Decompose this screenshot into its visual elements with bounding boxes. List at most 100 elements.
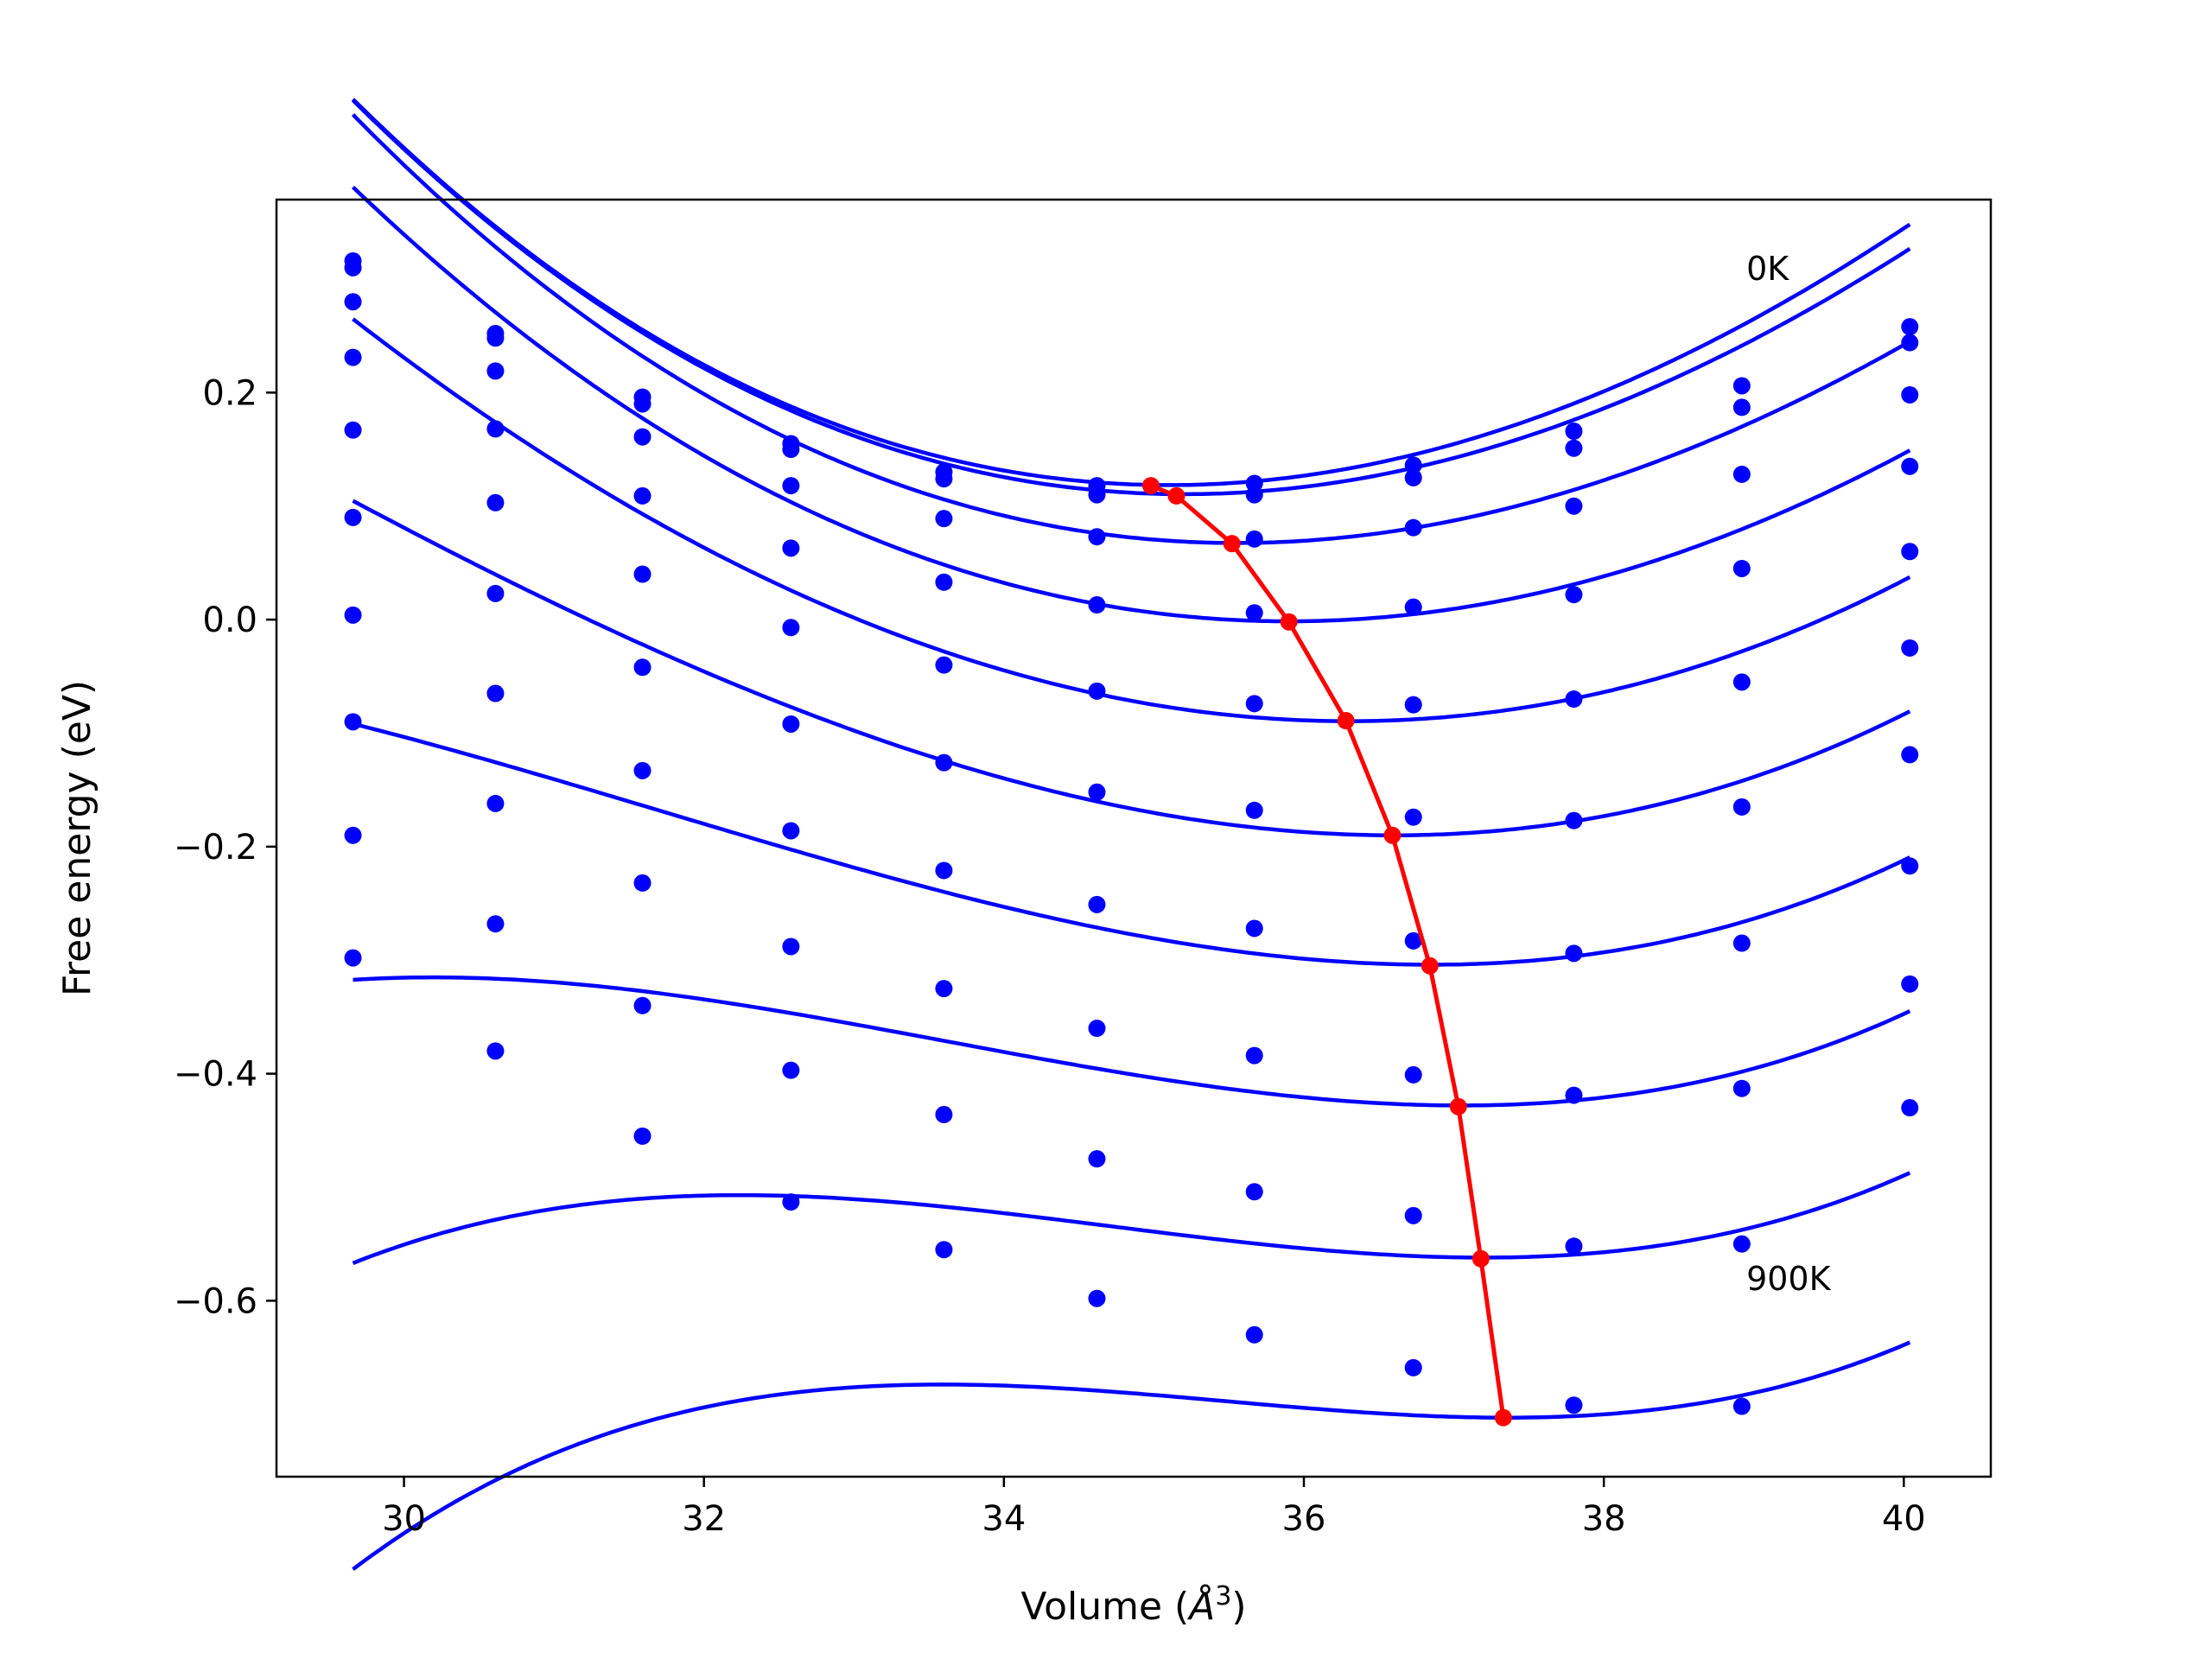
data-point [1732, 1079, 1751, 1097]
plot-frame [275, 198, 1993, 1478]
data-point [1088, 1150, 1106, 1168]
data-point [782, 477, 800, 495]
data-point [1901, 746, 1919, 764]
fit-curve [351, 99, 1911, 497]
data-point [1565, 811, 1583, 830]
data-point [1404, 1358, 1422, 1376]
data-point [782, 539, 800, 557]
data-point [935, 1241, 953, 1259]
fit-curve [352, 317, 1911, 723]
data-point [486, 362, 505, 380]
data-point [1088, 895, 1106, 913]
series-layer [344, 98, 1919, 1572]
data-point [633, 395, 652, 413]
data-point [1732, 673, 1751, 691]
data-point [935, 753, 953, 772]
data-point [1404, 468, 1422, 486]
data-point [935, 573, 953, 591]
fit-curve [351, 98, 1911, 487]
data-point [1088, 783, 1106, 801]
data-point [1404, 598, 1422, 616]
data-point [782, 715, 800, 733]
temperature-series [344, 826, 1919, 1265]
x-tick-label: 34 [982, 1499, 1026, 1539]
data-point [1245, 486, 1263, 504]
temperature-annotation: 0K [1746, 250, 1789, 288]
data-point [1565, 690, 1583, 709]
data-point [1245, 1046, 1263, 1065]
data-point [1245, 801, 1263, 819]
data-point [1245, 919, 1263, 938]
temperature-series [344, 317, 1919, 723]
data-point [782, 822, 800, 840]
data-point [1245, 604, 1263, 622]
minimum-path-layer [1141, 477, 1512, 1427]
data-point [935, 656, 953, 674]
temperature-series [344, 606, 1919, 967]
temperature-series [344, 949, 1919, 1572]
data-point [935, 510, 953, 528]
temperature-series [344, 499, 1919, 837]
data-point [1565, 439, 1583, 457]
data-point [344, 826, 362, 844]
x-tick-label: 38 [1582, 1499, 1626, 1539]
data-point [344, 508, 362, 526]
data-point [1901, 975, 1919, 993]
data-point [1565, 1237, 1583, 1255]
data-point [344, 606, 362, 624]
data-point [1732, 377, 1751, 395]
data-point [1088, 1289, 1106, 1307]
minimum-point [1383, 826, 1402, 844]
fit-curve [352, 499, 1911, 837]
data-point [344, 949, 362, 967]
fit-curve [351, 113, 1911, 545]
data-point [935, 1105, 953, 1123]
temperature-series [344, 99, 1919, 504]
x-tick-label: 36 [1282, 1499, 1326, 1539]
data-point [1901, 457, 1919, 475]
y-tick-label: −0.6 [174, 1281, 257, 1321]
data-point [1088, 528, 1106, 546]
data-point [1088, 682, 1106, 700]
data-point [1404, 931, 1422, 950]
data-point [1732, 798, 1751, 816]
data-point [1565, 1086, 1583, 1104]
data-point [1732, 1397, 1751, 1415]
data-point [633, 874, 652, 892]
data-point [1732, 934, 1751, 952]
data-point [344, 258, 362, 276]
y-tick-label: 0.0 [202, 601, 257, 640]
data-point [486, 915, 505, 933]
data-point [1732, 559, 1751, 577]
minimum-point [1421, 957, 1439, 975]
data-point [1901, 639, 1919, 657]
tick-layer: 30 32 34 36 38 40 −0.6 −0.4 −0.2 0.0 0.2 [174, 373, 1926, 1539]
y-axis-label: Free energy (eV) [55, 680, 99, 996]
fit-curve [352, 1171, 1911, 1265]
data-point [782, 441, 800, 459]
data-point [1565, 423, 1583, 441]
fit-curve [352, 1340, 1911, 1572]
data-point [486, 794, 505, 812]
data-point [344, 293, 362, 311]
temperature-annotation: 900K [1746, 1260, 1832, 1298]
x-tick-label: 40 [1882, 1499, 1926, 1539]
data-point [1901, 857, 1919, 875]
data-point [1901, 543, 1919, 561]
data-point [633, 565, 652, 583]
fit-curve [352, 721, 1911, 967]
temperature-series [344, 113, 1919, 548]
data-point [1901, 318, 1919, 336]
data-point [486, 1042, 505, 1060]
data-point [1088, 596, 1106, 614]
data-point [1901, 1099, 1919, 1117]
data-point [633, 658, 652, 677]
data-point [782, 938, 800, 956]
data-point [1732, 398, 1751, 416]
data-point [1565, 497, 1583, 515]
data-point [1245, 695, 1263, 713]
data-point [633, 428, 652, 446]
data-point [1245, 530, 1263, 548]
data-point [1088, 486, 1106, 504]
data-point [344, 713, 362, 731]
